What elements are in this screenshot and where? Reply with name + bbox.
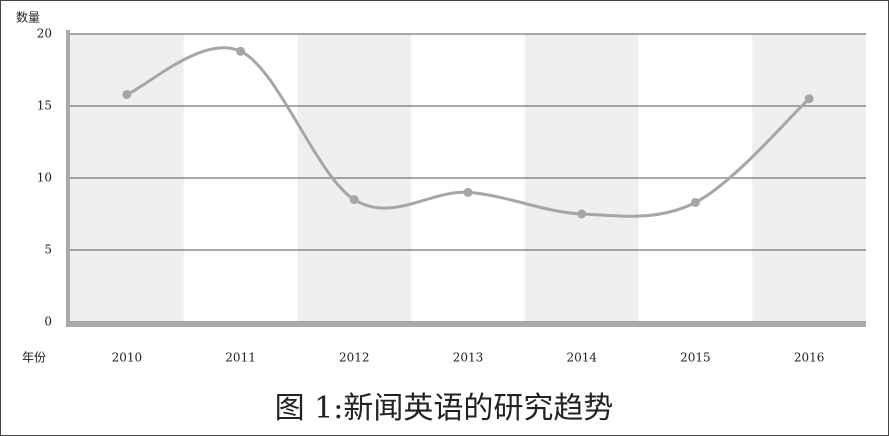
y-tick-label: 15 <box>37 99 52 113</box>
y-tick-label: 5 <box>44 243 52 257</box>
x-tick-label: 2013 <box>453 351 484 365</box>
y-tick-label: 20 <box>37 27 52 41</box>
y-tick-label: 0 <box>44 315 52 329</box>
y-tick-label: 10 <box>37 171 52 185</box>
x-tick-label: 2014 <box>566 351 597 365</box>
x-tick-label: 2012 <box>339 351 370 365</box>
x-tick-label: 2011 <box>225 351 256 365</box>
y-axis-label: 数量 <box>16 10 40 25</box>
point <box>122 89 132 99</box>
point <box>236 46 246 56</box>
x-tick-label: 2010 <box>112 351 143 365</box>
point <box>577 209 587 219</box>
x-tick-label: 2015 <box>680 351 711 365</box>
point <box>690 197 700 207</box>
x-tick-label: 2016 <box>794 351 825 365</box>
x-axis-label: 年份 <box>22 351 46 365</box>
point <box>349 195 359 205</box>
chart-title: 图 1:新闻英语的研究趋势 <box>275 391 614 426</box>
point <box>804 94 814 104</box>
point <box>463 187 473 197</box>
